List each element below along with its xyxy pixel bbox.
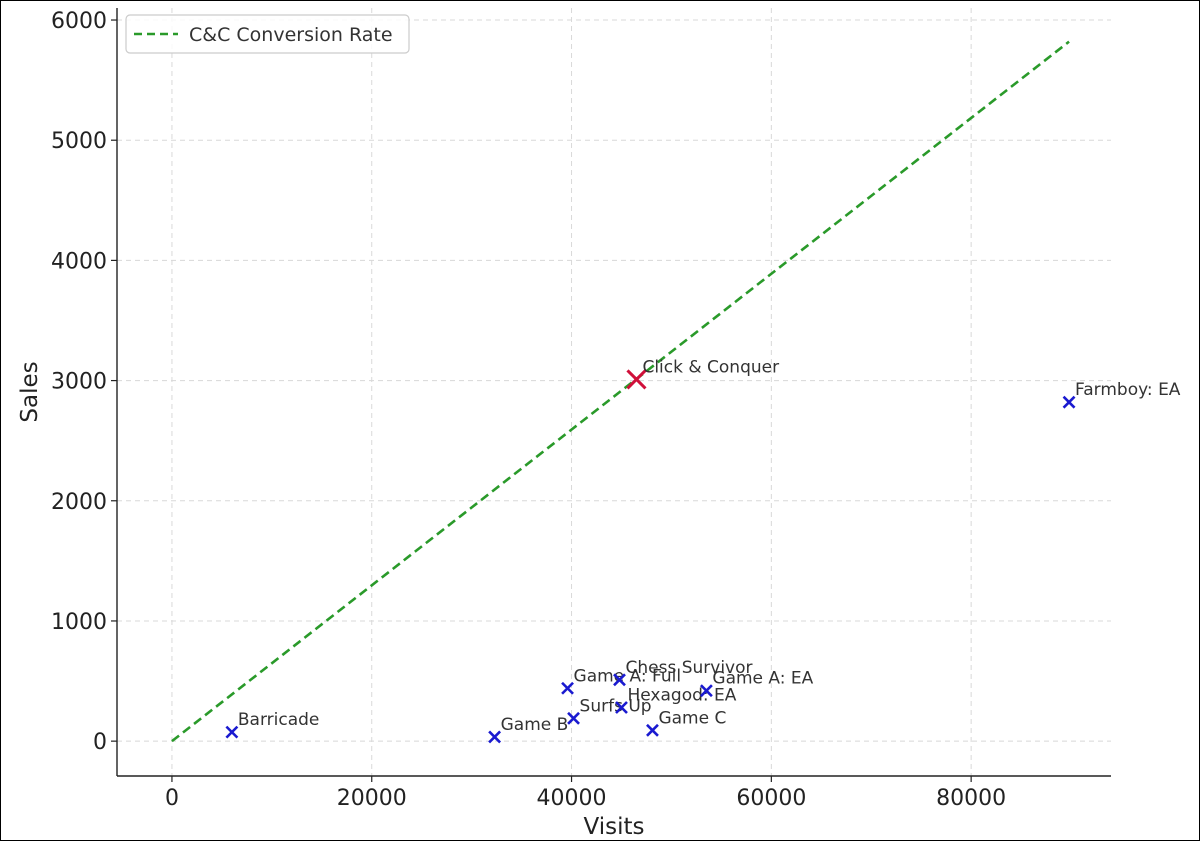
x-tick-label: 0 [165,786,179,811]
marker-stroke [615,701,628,714]
data-point [567,711,580,725]
data-point-label: Hexagod: EA [627,685,736,705]
grid-lines [117,8,1111,776]
y-tick-label: 4000 [51,249,107,274]
data-point [488,730,502,744]
y-tick-label: 3000 [51,370,107,395]
conversion-rate-line [171,40,1070,743]
y-tick-label: 6000 [51,9,107,34]
y-tick-label: 2000 [51,490,107,515]
x-axis-title: Visits [584,814,645,840]
x-tick-label: 20000 [337,786,407,811]
data-point-label: Barricade [238,710,319,730]
data-point [613,673,626,687]
data-point-label: Game C [658,708,726,728]
x-tick-label: 60000 [736,786,806,811]
data-point [615,701,628,714]
data-point-label: Farmboy: EA [1075,380,1181,400]
marker-stroke [699,684,713,698]
marker-stroke [613,673,626,687]
marker-stroke [225,725,239,739]
legend: C&C Conversion Rate [125,14,410,54]
y-tick-label: 0 [93,730,107,755]
data-point-label: Game A: EA [712,669,813,689]
marker-stroke [646,723,659,737]
highlight-point-label: Click & Conquer [642,357,779,377]
data-point [225,725,239,739]
series-layer: Barricade Game B Game A: Full Surfs Up Chess… [171,40,1181,744]
y-axis-title: Sales [17,361,43,422]
data-point-label: Game A: Full [574,666,682,686]
data-point [561,681,574,695]
marker-stroke [1062,395,1076,409]
axes [111,8,1111,782]
data-point-label: Surfs Up [580,696,652,716]
data-point-label: Chess Survivor [625,658,752,678]
y-tick-label: 5000 [51,129,107,154]
x-tick-label: 40000 [537,786,607,811]
highlight-point [626,369,647,390]
marker-stroke [561,681,574,695]
legend-label: C&C Conversion Rate [189,24,393,46]
data-point-label: Game B [501,715,569,735]
data-point [699,684,713,698]
marker-stroke [626,369,647,390]
data-point [646,723,659,737]
tick-labels: 0 20000 40000 60000 80000 0 1000 2000 3000 4000 50… [51,9,1006,811]
marker-stroke [567,711,580,725]
x-tick-label: 80000 [936,786,1006,811]
y-tick-label: 1000 [51,610,107,635]
legend-box [125,14,410,54]
data-point [1062,395,1076,409]
marker-stroke [488,730,502,744]
